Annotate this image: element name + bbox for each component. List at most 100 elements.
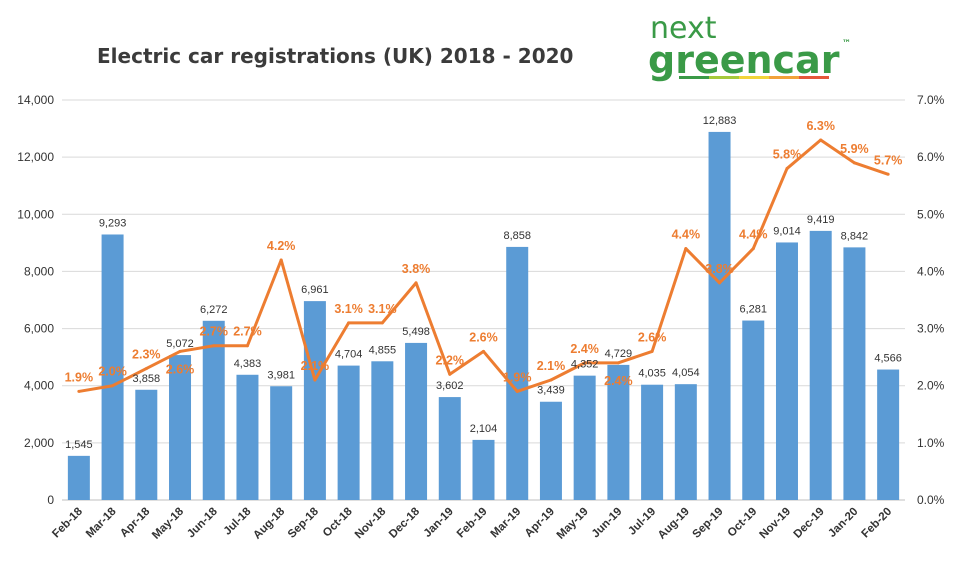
bar-label: 3,981 (267, 369, 295, 381)
x-tick: Nov-18 (353, 505, 389, 541)
x-tick: Jun-18 (185, 505, 220, 540)
share-point (583, 361, 587, 365)
bar-label: 12,883 (703, 115, 737, 127)
share-point (77, 389, 81, 393)
share-point (751, 247, 755, 251)
share-label: 2.2% (436, 353, 465, 367)
y-left-tick: 8,000 (24, 264, 54, 278)
bar-label: 9,419 (807, 214, 835, 226)
bar-label: 1,545 (65, 439, 93, 451)
share-point (515, 389, 519, 393)
logo-next: next (650, 11, 717, 46)
x-tick: Aug-19 (656, 506, 692, 542)
x-tick: Jul-19 (626, 506, 658, 538)
bar-label: 8,858 (503, 230, 531, 242)
bar (539, 401, 562, 500)
x-tick: Jun-19 (590, 506, 625, 541)
y-right-tick: 1.0% (917, 436, 945, 450)
bar (607, 364, 630, 500)
bar (641, 384, 664, 500)
bar (573, 375, 596, 500)
y-right-tick: 3.0% (917, 322, 945, 336)
y-right-tick: 2.0% (917, 379, 945, 393)
share-label: 5.7% (874, 153, 903, 167)
share-point (279, 258, 283, 262)
x-tick: Oct-18 (321, 505, 355, 539)
logo-stripe (769, 76, 799, 79)
y-right-tick: 6.0% (917, 150, 945, 164)
y-right-tick: 0.0% (917, 493, 945, 507)
x-tick: Mar-18 (84, 505, 119, 540)
share-label: 1.9% (503, 370, 532, 384)
bar (270, 386, 293, 500)
x-tick: Oct-19 (726, 506, 760, 540)
bar (843, 247, 866, 500)
share-point (347, 321, 351, 325)
bar-label: 9,014 (773, 225, 801, 237)
x-tick: Feb-20 (860, 506, 895, 541)
bar (67, 455, 90, 500)
x-tick: Apr-19 (523, 506, 557, 540)
share-label: 5.8% (773, 148, 802, 162)
bar-label: 3,858 (133, 373, 161, 385)
logo-greencar: greencar (648, 38, 840, 82)
bar (371, 361, 394, 500)
x-tick: Sep-18 (286, 505, 322, 541)
share-point (212, 344, 216, 348)
share-label: 5.9% (840, 142, 869, 156)
y-left-tick: 2,000 (24, 436, 54, 450)
x-tick: Feb-18 (50, 505, 85, 540)
bar-label: 4,855 (369, 344, 397, 356)
share-label: 2.6% (166, 362, 195, 376)
bar-label: 5,072 (166, 338, 194, 350)
share-label: 3.1% (334, 302, 363, 316)
y-left-tick: 10,000 (17, 207, 54, 221)
bar (337, 365, 360, 500)
y-left-tick: 12,000 (17, 150, 54, 164)
share-point (414, 281, 418, 285)
share-label: 1.9% (65, 370, 94, 384)
share-label: 2.7% (199, 325, 228, 339)
share-label: 2.6% (638, 330, 667, 344)
bar (135, 389, 158, 500)
y-left-tick: 6,000 (24, 322, 54, 336)
bar-label: 4,729 (605, 348, 633, 360)
share-label: 2.0% (98, 365, 127, 379)
y-right-tick: 7.0% (917, 93, 945, 107)
logo-tm: ™ (842, 39, 851, 49)
bar (202, 320, 225, 500)
chart-title: Electric car registrations (UK) 2018 - 2… (97, 44, 573, 68)
bar-label: 4,035 (638, 368, 666, 380)
x-tick: Aug-18 (251, 505, 287, 541)
x-tick: Dec-18 (387, 505, 423, 541)
x-tick: Feb-19 (455, 506, 490, 541)
y-left-tick: 4,000 (24, 379, 54, 393)
share-point (852, 161, 856, 165)
share-point (144, 367, 148, 371)
x-tick: Dec-19 (792, 506, 827, 541)
share-label: 2.7% (233, 325, 262, 339)
share-point (785, 167, 789, 171)
bar-label: 6,281 (739, 304, 767, 316)
bar (405, 342, 428, 500)
share-point (616, 361, 620, 365)
x-tick: May-19 (555, 506, 591, 542)
x-tick: Jan-20 (826, 506, 860, 540)
share-label: 2.3% (132, 348, 161, 362)
share-line (78, 138, 889, 393)
bar-label: 4,054 (672, 367, 700, 379)
bar (809, 230, 832, 500)
logo-stripe (739, 76, 769, 79)
bar-label: 6,961 (301, 284, 329, 296)
share-label: 2.1% (301, 359, 330, 373)
share-point (313, 378, 317, 382)
logo: next greencar ™ (648, 11, 851, 82)
bar (236, 374, 259, 500)
x-tick: Nov-19 (757, 506, 793, 542)
y-right-tick: 5.0% (917, 207, 945, 221)
bar (708, 131, 731, 500)
bar-label: 2,104 (470, 423, 498, 435)
x-tick: May-18 (150, 505, 186, 541)
bar (674, 384, 697, 500)
x-tick: Mar-19 (489, 506, 524, 541)
